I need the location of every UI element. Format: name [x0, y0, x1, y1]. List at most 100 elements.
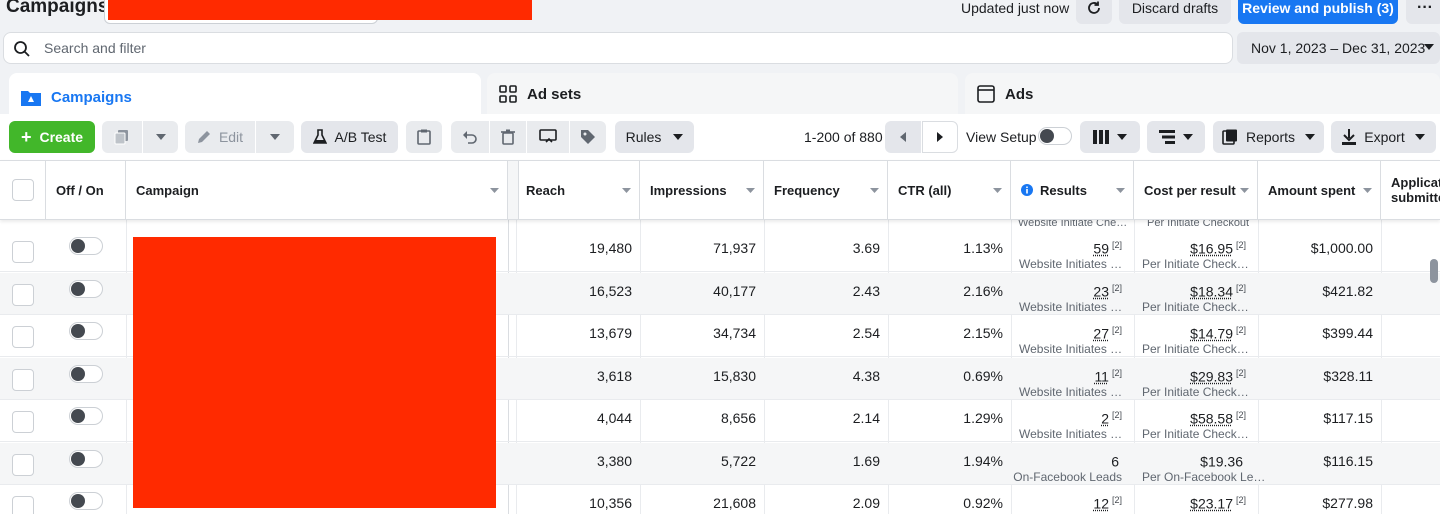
cost-per-result-cell[interactable]: $19.36 Per On-Facebook Le… [1134, 443, 1265, 485]
amount-spent-cell: $399.44 [1322, 325, 1373, 341]
reach-cell: 13,679 [589, 325, 632, 341]
column-header-amount-spent[interactable]: Amount spent [1258, 161, 1381, 219]
ab-test-label: A/B Test [334, 129, 387, 145]
ad-icon [977, 85, 995, 103]
duplicate-button[interactable] [102, 121, 142, 153]
edit-menu-button[interactable] [256, 121, 294, 153]
impressions-cell: 34,734 [713, 325, 756, 341]
cost-per-result-cell[interactable]: $23.17 [2] [1134, 485, 1258, 514]
search-bar[interactable] [3, 32, 1233, 64]
delete-button[interactable] [490, 121, 526, 153]
tab-ads[interactable]: Ads [965, 73, 1440, 115]
footnote-marker: [2] [1111, 325, 1122, 335]
column-header-applications[interactable]: Applicati submitte [1381, 161, 1440, 219]
cost-value: $58.58 [1190, 410, 1233, 427]
columns-button[interactable] [1080, 121, 1140, 153]
column-header-ctr[interactable]: CTR (all) [888, 161, 1011, 219]
undo-button[interactable] [451, 121, 489, 153]
clipboard-button[interactable] [406, 121, 442, 153]
cost-per-result-cell[interactable]: $18.34 [2] Per Initiate Check… [1134, 273, 1258, 315]
results-cell[interactable]: 59 [2] Website Initiates … [1011, 230, 1134, 272]
refresh-button[interactable] [1076, 0, 1112, 24]
review-publish-button[interactable]: Review and publish (3) [1238, 0, 1398, 24]
page-title: Campaigns [6, 0, 109, 17]
row-checkbox[interactable] [12, 411, 34, 433]
reports-icon [1222, 129, 1237, 145]
campaign-name-field[interactable] [104, 0, 532, 24]
column-label: submitte [1391, 190, 1440, 205]
table-row[interactable]: 13,679 34,734 2.54 2.15% 27 [2] Website Initia… [0, 315, 1440, 357]
results-cell[interactable]: 11 [2] Website Initiates … [1011, 358, 1134, 400]
footnote-marker: [2] [1235, 495, 1246, 505]
ab-test-button[interactable]: A/B Test [301, 121, 398, 153]
create-button[interactable]: + Create [9, 121, 95, 153]
campaign-status-toggle[interactable] [69, 237, 103, 255]
duplicate-menu-button[interactable] [143, 121, 178, 153]
discard-drafts-button[interactable]: Discard drafts [1119, 0, 1231, 24]
cost-per-result-cell[interactable]: $58.58 [2] Per Initiate Check… [1134, 400, 1258, 442]
sort-icon [1363, 188, 1372, 193]
column-header-reach[interactable]: Reach [516, 161, 640, 219]
reports-button[interactable]: Reports [1213, 121, 1324, 153]
select-all-checkbox[interactable] [12, 179, 34, 201]
edit-button[interactable]: Edit [185, 121, 255, 153]
results-cell[interactable]: 12 [2] [1011, 485, 1134, 514]
column-header-off-on[interactable]: Off / On [46, 161, 126, 219]
row-checkbox[interactable] [12, 326, 34, 348]
date-range-picker[interactable]: Nov 1, 2023 – Dec 31, 2023 [1237, 32, 1440, 64]
campaign-status-toggle[interactable] [69, 450, 103, 468]
grid-icon [499, 85, 517, 103]
results-cell[interactable]: 23 [2] Website Initiates … [1011, 273, 1134, 315]
tab-campaigns[interactable]: Campaigns [9, 73, 481, 121]
previous-page-button[interactable] [885, 121, 921, 153]
footnote-marker: [2] [1111, 368, 1122, 378]
next-page-button[interactable] [922, 121, 958, 153]
footnote-marker: [2] [1235, 410, 1246, 420]
row-checkbox[interactable] [12, 496, 34, 514]
results-subtitle: Website Initiates … [1019, 427, 1123, 441]
column-divider[interactable] [508, 161, 519, 219]
cost-subtitle: Per Initiate Check… [1142, 257, 1249, 271]
cost-value: $19.36 [1200, 453, 1243, 470]
results-cell[interactable]: 2 [2] Website Initiates … [1011, 400, 1134, 442]
ctr-cell: 2.16% [963, 283, 1003, 299]
column-header-frequency[interactable]: Frequency [764, 161, 888, 219]
campaign-status-toggle[interactable] [69, 322, 103, 340]
more-options-button[interactable]: ··· [1406, 0, 1440, 24]
campaign-status-toggle[interactable] [69, 280, 103, 298]
row-checkbox[interactable] [12, 369, 34, 391]
campaign-status-toggle[interactable] [69, 365, 103, 383]
scrollbar-thumb[interactable] [1430, 259, 1438, 283]
column-label: Impressions [650, 182, 727, 198]
table-row[interactable]: 10,356 21,608 2.09 0.92% 12 [2] $23.17 [2] $277.… [0, 485, 1440, 514]
results-cell[interactable]: 27 [2] Website Initiates … [1011, 315, 1134, 357]
campaigns-panel: + Create Edit A/B Test [0, 114, 1440, 514]
results-cell[interactable]: 6 On-Facebook Leads [1011, 443, 1134, 485]
column-header-cost-per-result[interactable]: Cost per result [1134, 161, 1258, 219]
preview-button[interactable] [527, 121, 569, 153]
cost-per-result-cell[interactable]: $29.83 [2] Per Initiate Check… [1134, 358, 1258, 400]
results-subtitle: On-Facebook Leads [1013, 470, 1122, 484]
export-button[interactable]: Export [1331, 121, 1436, 153]
table-row[interactable]: 19,480 71,937 3.69 1.13% 59 [2] Website Initia… [0, 230, 1440, 272]
breakdown-button[interactable] [1147, 121, 1205, 153]
cost-per-result-cell[interactable]: $14.79 [2] Per Initiate Check… [1134, 315, 1258, 357]
view-setup-toggle[interactable] [1038, 127, 1072, 145]
row-checkbox[interactable] [12, 284, 34, 306]
ctr-cell: 2.15% [963, 325, 1003, 341]
row-checkbox[interactable] [12, 454, 34, 476]
table-row[interactable]: 4,044 8,656 2.14 1.29% 2 [2] Website Initiates… [0, 400, 1440, 442]
column-header-results[interactable]: Results [1011, 161, 1134, 219]
cost-per-result-cell[interactable]: $16.95 [2] Per Initiate Check… [1134, 230, 1258, 272]
chevron-down-icon [1305, 134, 1316, 140]
campaign-status-toggle[interactable] [69, 492, 103, 510]
column-header-impressions[interactable]: Impressions [640, 161, 764, 219]
row-checkbox[interactable] [12, 241, 34, 263]
column-header-campaign[interactable]: Campaign [126, 161, 508, 219]
campaign-status-toggle[interactable] [69, 407, 103, 425]
tag-button[interactable] [570, 121, 606, 153]
search-input[interactable] [44, 38, 644, 58]
tab-ad-sets[interactable]: Ad sets [487, 73, 958, 115]
results-value: 59 [1093, 240, 1109, 257]
rules-button[interactable]: Rules [615, 121, 694, 153]
